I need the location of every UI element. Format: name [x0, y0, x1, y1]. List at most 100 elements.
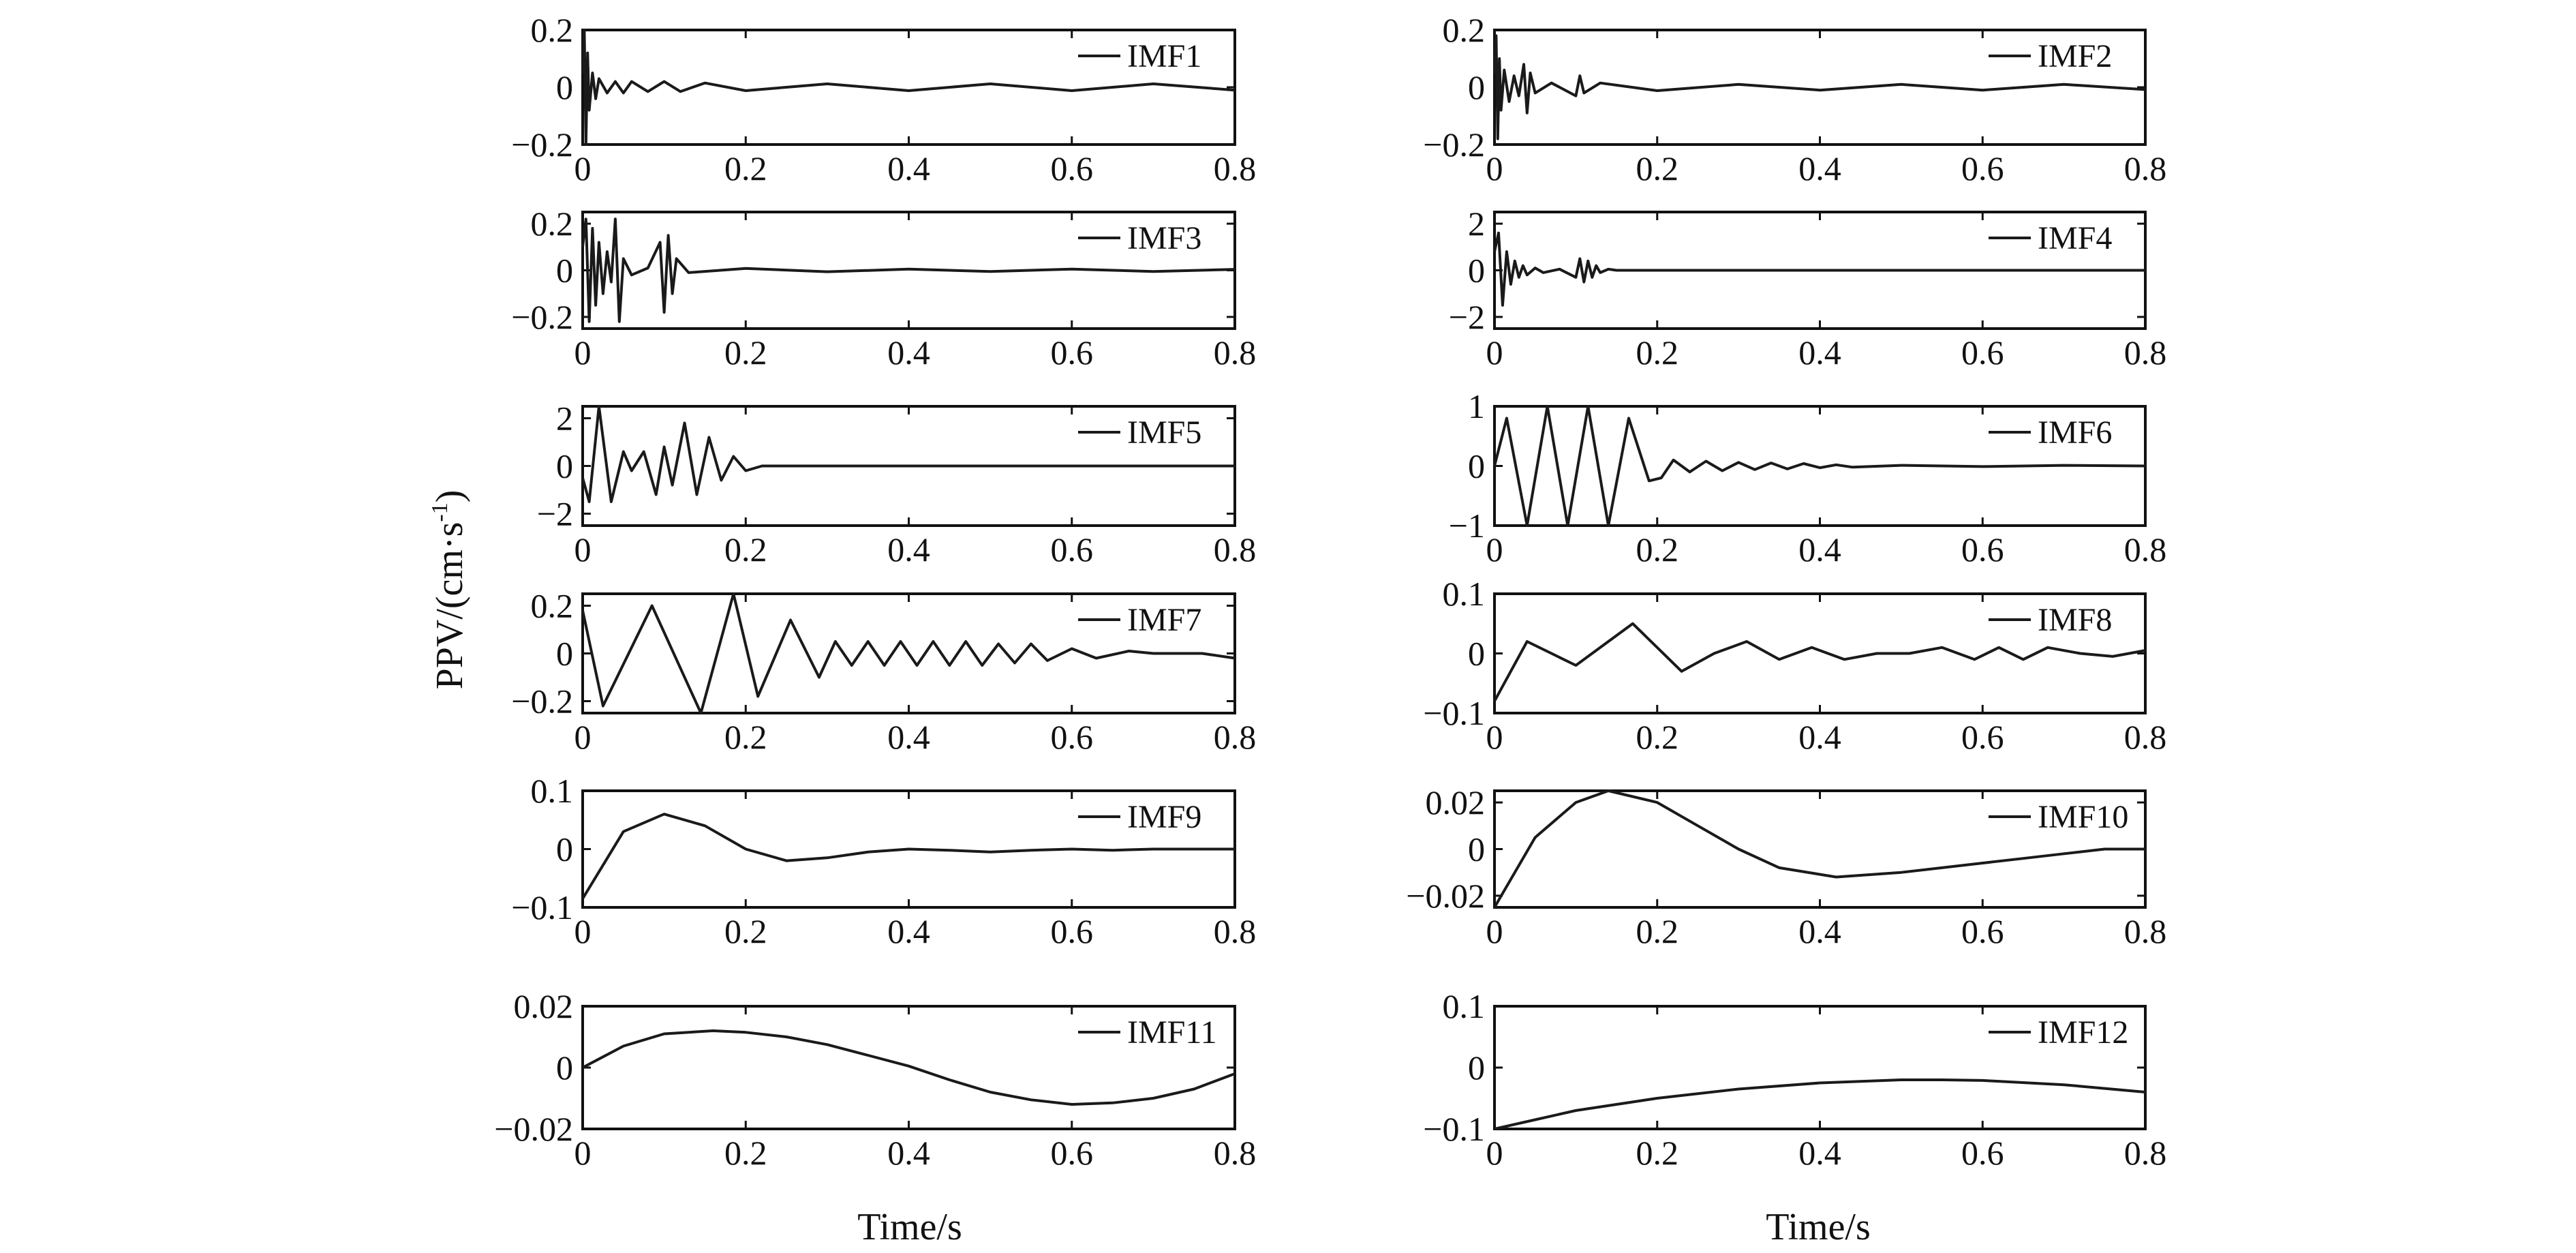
- y-tick-label: 0: [556, 68, 573, 106]
- x-tick-label: 0.4: [1798, 1134, 1841, 1172]
- x-tick-label: 0.6: [1961, 718, 2004, 756]
- y-tick-label: 0.2: [531, 11, 574, 49]
- x-tick-label: 0.8: [1214, 912, 1257, 950]
- y-tick-label: 0: [556, 1048, 573, 1087]
- x-tick-label: 0.6: [1961, 1134, 2004, 1172]
- legend-label: IMF3: [1127, 220, 1201, 256]
- x-tick-label: 0.2: [724, 149, 767, 187]
- y-tick-label: 0.1: [1443, 987, 1486, 1025]
- series-line-imf11: [582, 1029, 1236, 1106]
- y-axis-title: PPV/(cm·s-1): [427, 490, 471, 690]
- y-tick-label: −1: [1449, 507, 1485, 545]
- x-tick-label: 0.2: [1636, 149, 1679, 187]
- x-tick-label: 0.8: [2124, 1134, 2167, 1172]
- y-tick-label: 2: [1468, 205, 1485, 243]
- y-tick-label: −0.2: [511, 682, 573, 721]
- y-tick-label: 0.2: [531, 205, 574, 243]
- x-tick-label: 0.8: [1214, 1134, 1257, 1172]
- x-tick-label: 0.4: [887, 333, 930, 372]
- y-tick-label: −0.1: [1423, 694, 1485, 732]
- y-tick-label: 0.1: [531, 772, 574, 810]
- x-tick-label: 0.4: [1798, 149, 1841, 187]
- legend-label: IMF12: [2038, 1014, 2128, 1051]
- y-tick-label: 0: [1468, 635, 1485, 673]
- series-line-imf12: [1494, 1078, 2146, 1130]
- x-tick-label: 0.2: [1636, 333, 1679, 372]
- legend-label: IMF8: [2038, 602, 2112, 638]
- legend-label: IMF10: [2038, 799, 2128, 835]
- legend-label: IMF9: [1127, 799, 1201, 835]
- series-line-imf2: [1493, 34, 2146, 140]
- y-tick-label: −2: [1449, 298, 1485, 336]
- x-tick-label: 0.8: [2124, 912, 2167, 950]
- x-tick-label: 0.4: [887, 530, 930, 569]
- x-tick-label: 0.4: [1798, 912, 1841, 950]
- x-tick-label: 0: [574, 718, 592, 756]
- x-tick-label: 0.2: [1636, 718, 1679, 756]
- x-tick-label: 0.6: [1961, 333, 2004, 372]
- x-tick-label: 0.4: [887, 149, 930, 187]
- x-tick-label: 0: [1486, 333, 1503, 372]
- x-tick-label: 0.6: [1051, 149, 1094, 187]
- x-tick-label: 0.6: [1051, 333, 1094, 372]
- y-tick-label: −0.2: [511, 298, 573, 336]
- y-tick-label: −0.02: [1406, 877, 1485, 915]
- x-tick-label: 0.4: [1798, 530, 1841, 569]
- x-tick-label: 0.2: [724, 912, 767, 950]
- series-line-imf3: [581, 217, 1236, 323]
- x-tick-label: 0.8: [1214, 333, 1257, 372]
- x-tick-label: 0.2: [724, 333, 767, 372]
- series-line-imf1: [581, 29, 1236, 146]
- x-tick-label: 0: [1486, 912, 1503, 950]
- y-tick-label: −2: [537, 495, 573, 533]
- x-tick-label: 0.6: [1051, 718, 1094, 756]
- x-tick-label: 0.8: [2124, 333, 2167, 372]
- x-tick-label: 0: [1486, 718, 1503, 756]
- legend-label: IMF6: [2038, 414, 2112, 451]
- x-tick-label: 0.8: [1214, 530, 1257, 569]
- y-tick-label: 0: [1468, 252, 1485, 290]
- x-tick-label: 0.8: [2124, 149, 2167, 187]
- legend-label: IMF7: [1127, 602, 1201, 638]
- y-tick-label: 0: [1468, 68, 1485, 106]
- series-line-imf10: [1493, 789, 2145, 909]
- legend-label: IMF4: [2038, 220, 2112, 256]
- y-tick-label: 0: [556, 635, 573, 673]
- x-tick-label: 0.6: [1961, 149, 2004, 187]
- x-tick-label: 0.8: [2124, 718, 2167, 756]
- x-tick-label: 0: [574, 530, 592, 569]
- y-tick-label: 0.02: [1426, 783, 1486, 821]
- x-tick-label: 0.2: [724, 530, 767, 569]
- y-tick-label: 0: [1468, 830, 1485, 869]
- y-tick-label: 0.2: [531, 587, 574, 625]
- x-tick-label: 0.6: [1051, 912, 1094, 950]
- x-tick-label: 0.6: [1961, 912, 2004, 950]
- y-axis-title-sup: -1: [427, 502, 453, 522]
- y-tick-label: 0: [556, 447, 573, 485]
- series-line-imf6: [1493, 405, 2146, 527]
- y-tick-label: 0: [1468, 447, 1485, 485]
- y-tick-label: −0.02: [494, 1110, 573, 1148]
- x-tick-label: 0: [574, 149, 592, 187]
- y-tick-label: 0: [556, 830, 573, 869]
- x-tick-label: 0: [574, 912, 592, 950]
- x-tick-label: 0.2: [1636, 530, 1679, 569]
- series-line-imf4: [1493, 231, 2145, 307]
- y-tick-label: −0.1: [511, 888, 573, 926]
- x-tick-label: 0: [1486, 530, 1503, 569]
- x-tick-label: 0.4: [1798, 718, 1841, 756]
- y-tick-label: 1: [1468, 387, 1485, 425]
- x-tick-label: 0: [574, 333, 592, 372]
- series-line-imf8: [1493, 622, 2146, 702]
- y-tick-label: −0.1: [1423, 1110, 1485, 1148]
